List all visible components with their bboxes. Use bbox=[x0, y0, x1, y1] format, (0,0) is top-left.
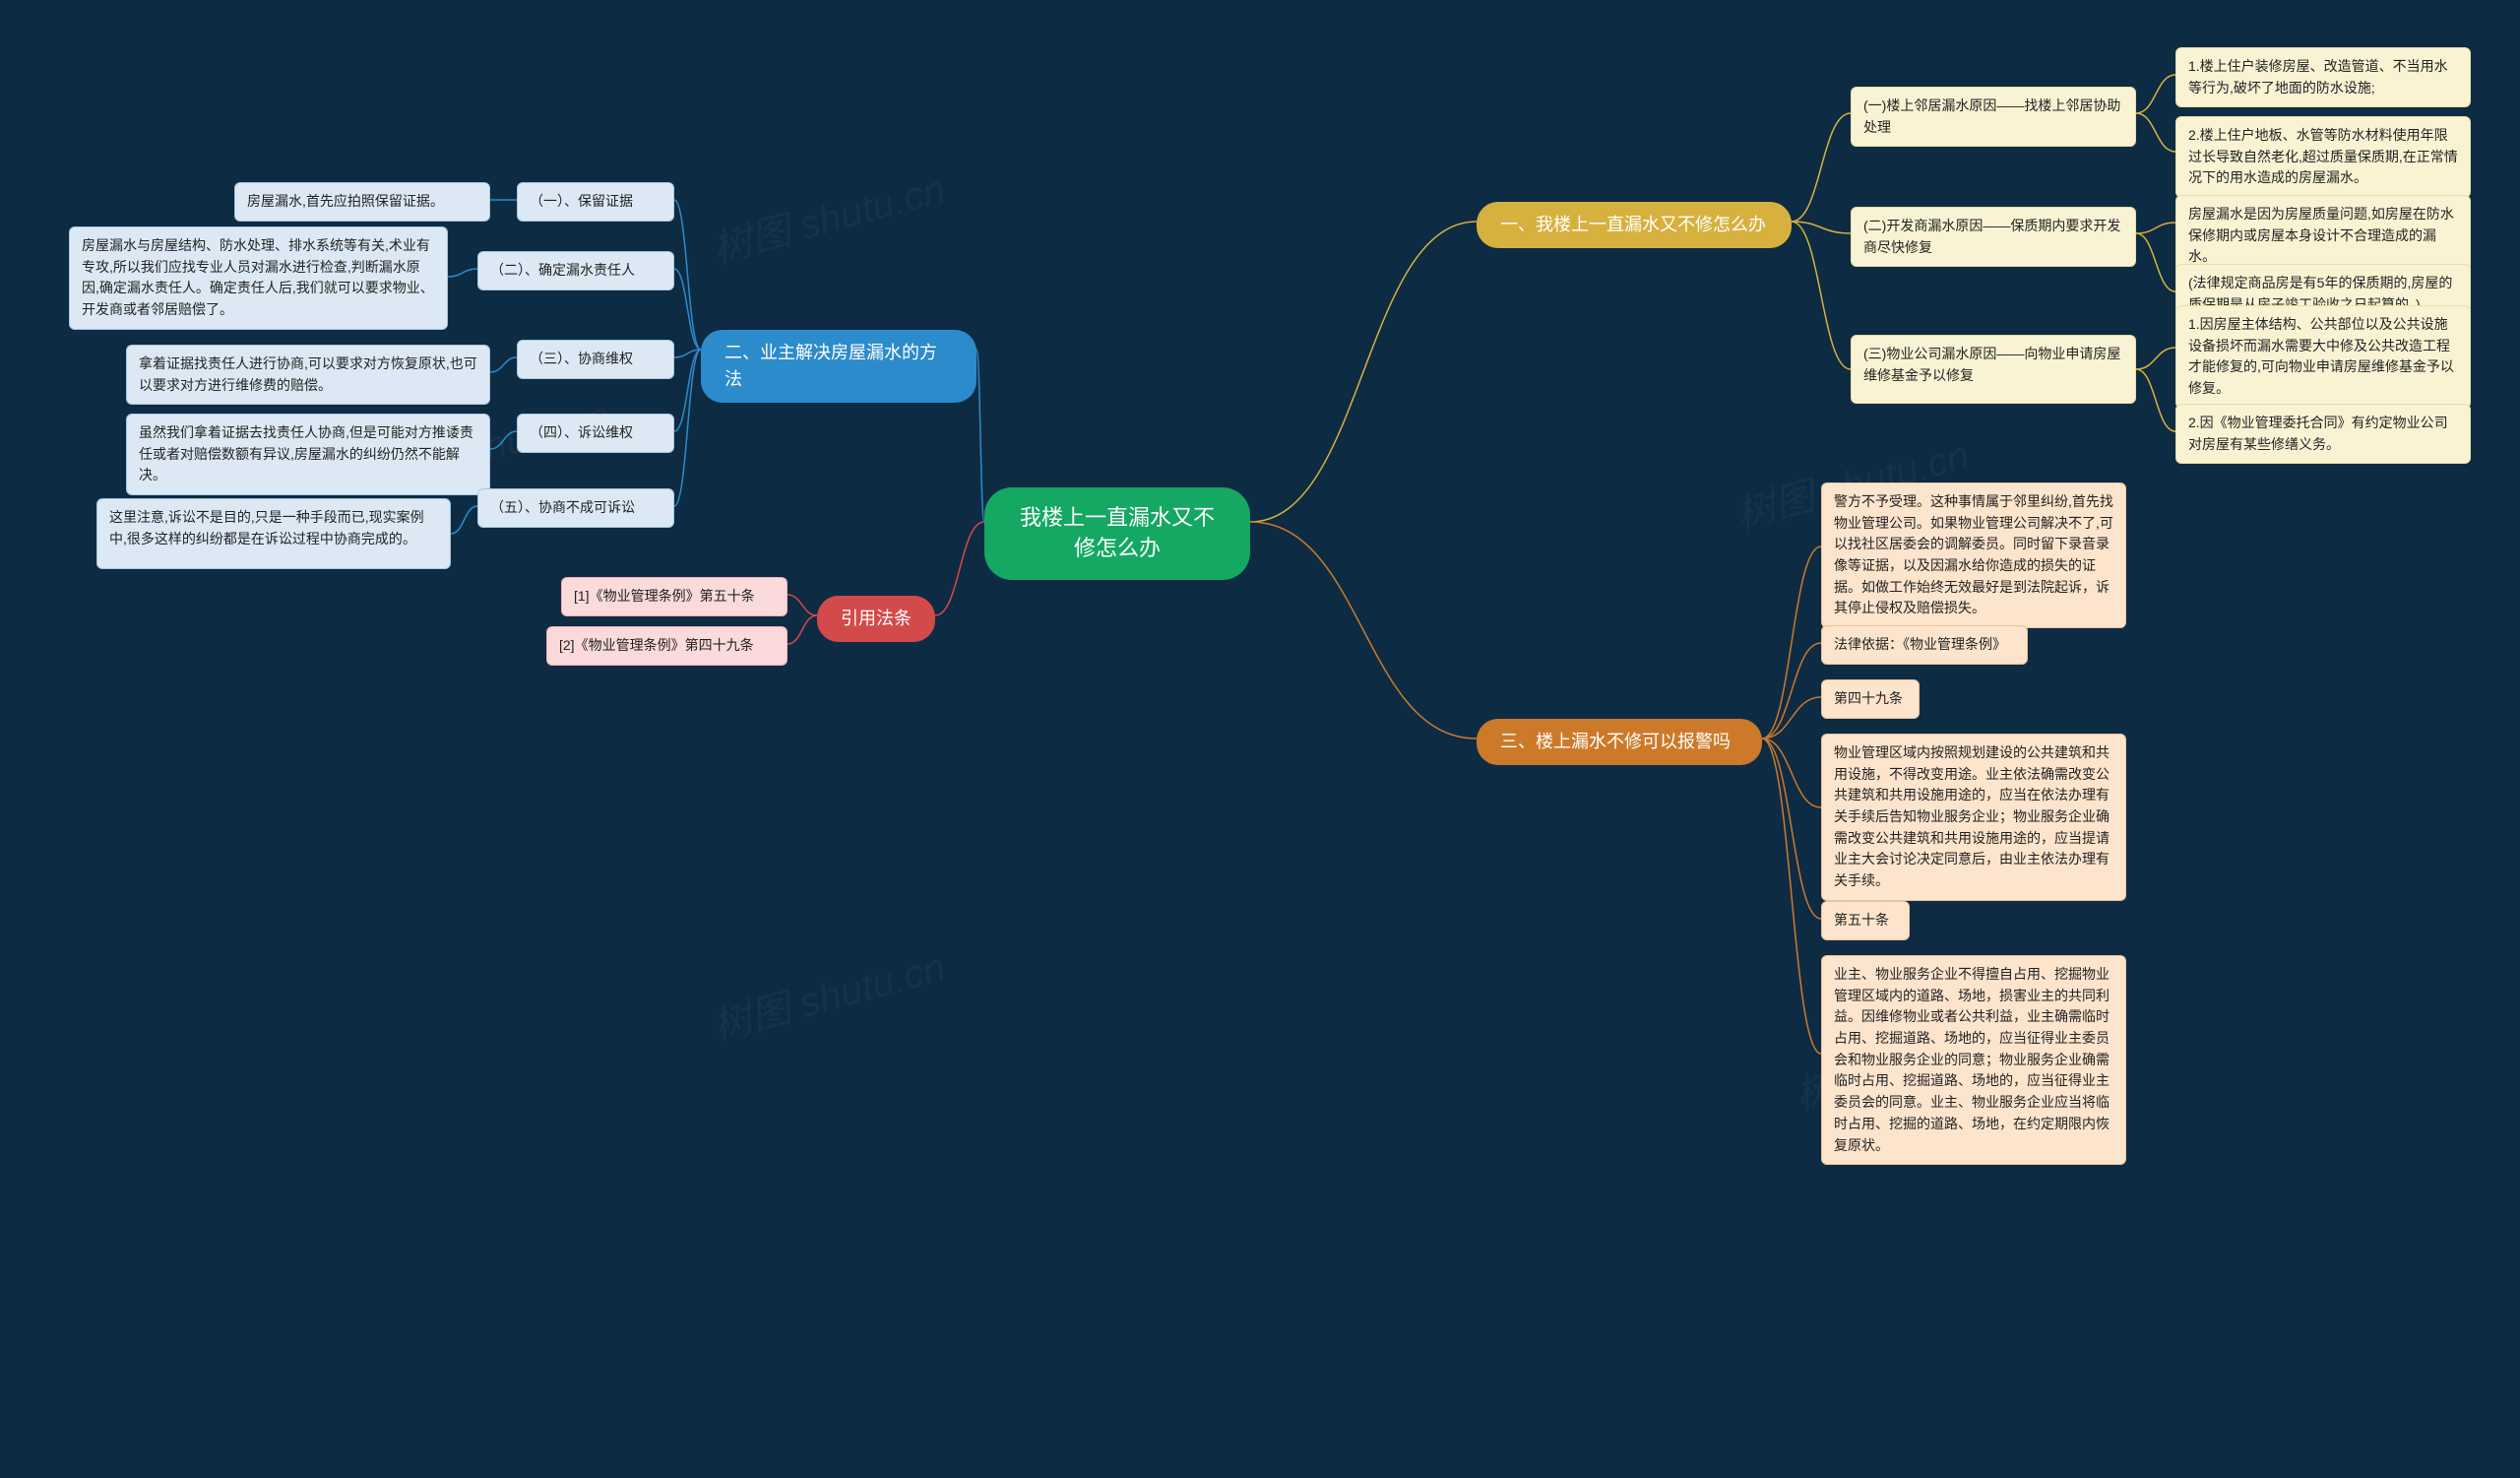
node-b3c6: 业主、物业服务企业不得擅自占用、挖掘物业管理区域内的道路、场地，损害业主的共同利… bbox=[1821, 955, 2126, 1165]
node-text: 这里注意,诉讼不是目的,只是一种手段而已,现实案例中,很多这样的纠纷都是在诉讼过… bbox=[109, 509, 424, 546]
node-b1c3b: 2.因《物业管理委托合同》有约定物业公司对房屋有某些修缮义务。 bbox=[2175, 404, 2471, 464]
root-node: 我楼上一直漏水又不修怎么办 bbox=[984, 487, 1250, 580]
node-text: 物业管理区域内按照规划建设的公共建筑和共用设施，不得改变用途。业主依法确需改变公… bbox=[1834, 744, 2110, 888]
node-text: 房屋漏水与房屋结构、防水处理、排水系统等有关,术业有专攻,所以我们应找专业人员对… bbox=[82, 237, 434, 317]
node-text: (二)开发商漏水原因——保质期内要求开发商尽快修复 bbox=[1863, 218, 2120, 255]
node-b3c1: 警方不予受理。这种事情属于邻里纠纷,首先找物业管理公司。如果物业管理公司解决不了… bbox=[1821, 482, 2126, 628]
node-b1c1: (一)楼上邻居漏水原因——找楼上邻居协助处理 bbox=[1851, 87, 2136, 147]
node-text: 法律依据：《物业管理条例》 bbox=[1834, 636, 2006, 652]
node-text: （二）、确定漏水责任人 bbox=[490, 262, 635, 278]
node-text: 虽然我们拿着证据去找责任人协商,但是可能对方推诿责任或者对赔偿数额有异议,房屋漏… bbox=[139, 424, 473, 482]
branch-label: 引用法条 bbox=[841, 609, 912, 628]
node-text: （一）、保留证据 bbox=[530, 193, 633, 209]
node-b2c3: （三）、协商维权 bbox=[517, 340, 674, 379]
branch-b4: 引用法条 bbox=[817, 596, 935, 642]
node-text: 1.楼上住户装修房屋、改造管道、不当用水等行为,破坏了地面的防水设施; bbox=[2188, 58, 2448, 96]
node-text: 拿着证据找责任人进行协商,可以要求对方恢复原状,也可以要求对方进行维修费的赔偿。 bbox=[139, 355, 477, 393]
node-b1c3a: 1.因房屋主体结构、公共部位以及公共设施设备损坏而漏水需要大中修及公共改造工程才… bbox=[2175, 305, 2471, 409]
node-b2c1: （一）、保留证据 bbox=[517, 182, 674, 222]
node-b1c3: (三)物业公司漏水原因——向物业申请房屋维修基金予以修复 bbox=[1851, 335, 2136, 404]
node-text: 房屋漏水,首先应拍照保留证据。 bbox=[247, 193, 444, 209]
node-b2c4a: 虽然我们拿着证据去找责任人协商,但是可能对方推诿责任或者对赔偿数额有异议,房屋漏… bbox=[126, 414, 490, 495]
branch-b1: 一、我楼上一直漏水又不修怎么办 bbox=[1477, 202, 1792, 248]
node-b4c1: [1]《物业管理条例》第五十条 bbox=[561, 577, 788, 616]
node-b2c2: （二）、确定漏水责任人 bbox=[477, 251, 674, 290]
node-text: (三)物业公司漏水原因——向物业申请房屋维修基金予以修复 bbox=[1863, 346, 2120, 383]
node-text: （四）、诉讼维权 bbox=[530, 424, 633, 440]
node-b1c2: (二)开发商漏水原因——保质期内要求开发商尽快修复 bbox=[1851, 207, 2136, 267]
node-b2c4: （四）、诉讼维权 bbox=[517, 414, 674, 453]
branch-label: 三、楼上漏水不修可以报警吗 bbox=[1500, 732, 1731, 751]
branch-label: 二、业主解决房屋漏水的方法 bbox=[724, 343, 937, 389]
branch-b3: 三、楼上漏水不修可以报警吗 bbox=[1477, 719, 1762, 765]
node-b1c1a: 1.楼上住户装修房屋、改造管道、不当用水等行为,破坏了地面的防水设施; bbox=[2175, 47, 2471, 107]
root-label: 我楼上一直漏水又不修怎么办 bbox=[1020, 505, 1215, 560]
node-text: （三）、协商维权 bbox=[530, 351, 633, 366]
node-b4c2: [2]《物业管理条例》第四十九条 bbox=[546, 626, 788, 666]
node-b3c4: 物业管理区域内按照规划建设的公共建筑和共用设施，不得改变用途。业主依法确需改变公… bbox=[1821, 734, 2126, 901]
node-text: [1]《物业管理条例》第五十条 bbox=[574, 588, 755, 604]
node-text: 第五十条 bbox=[1834, 912, 1889, 928]
node-b2c5a: 这里注意,诉讼不是目的,只是一种手段而已,现实案例中,很多这样的纠纷都是在诉讼过… bbox=[96, 498, 451, 569]
node-b3c2: 法律依据：《物业管理条例》 bbox=[1821, 625, 2028, 665]
node-b3c5: 第五十条 bbox=[1821, 901, 1910, 940]
node-b2c2a: 房屋漏水与房屋结构、防水处理、排水系统等有关,术业有专攻,所以我们应找专业人员对… bbox=[69, 226, 448, 330]
node-text: （五）、协商不成可诉讼 bbox=[490, 499, 635, 515]
node-b2c5: （五）、协商不成可诉讼 bbox=[477, 488, 674, 528]
node-b1c1b: 2.楼上住户地板、水管等防水材料使用年限过长导致自然老化,超过质量保质期,在正常… bbox=[2175, 116, 2471, 198]
node-b3c3: 第四十九条 bbox=[1821, 679, 1920, 719]
node-text: 警方不予受理。这种事情属于邻里纠纷,首先找物业管理公司。如果物业管理公司解决不了… bbox=[1834, 493, 2113, 615]
node-text: 房屋漏水是因为房屋质量问题,如房屋在防水保修期内或房屋本身设计不合理造成的漏水。 bbox=[2188, 206, 2454, 264]
node-text: 业主、物业服务企业不得擅自占用、挖掘物业管理区域内的道路、场地，损害业主的共同利… bbox=[1834, 966, 2110, 1153]
branch-b2: 二、业主解决房屋漏水的方法 bbox=[701, 330, 976, 403]
node-b2c3a: 拿着证据找责任人进行协商,可以要求对方恢复原状,也可以要求对方进行维修费的赔偿。 bbox=[126, 345, 490, 405]
node-layer: 我楼上一直漏水又不修怎么办 一、我楼上一直漏水又不修怎么办 (一)楼上邻居漏水原因—… bbox=[0, 0, 2520, 1478]
node-text: (一)楼上邻居漏水原因——找楼上邻居协助处理 bbox=[1863, 97, 2120, 135]
node-text: [2]《物业管理条例》第四十九条 bbox=[559, 637, 754, 653]
node-b2c1a: 房屋漏水,首先应拍照保留证据。 bbox=[234, 182, 490, 222]
node-text: 2.因《物业管理委托合同》有约定物业公司对房屋有某些修缮义务。 bbox=[2188, 415, 2448, 452]
node-text: 2.楼上住户地板、水管等防水材料使用年限过长导致自然老化,超过质量保质期,在正常… bbox=[2188, 127, 2458, 185]
node-text: 第四十九条 bbox=[1834, 690, 1903, 706]
node-text: 1.因房屋主体结构、公共部位以及公共设施设备损坏而漏水需要大中修及公共改造工程才… bbox=[2188, 316, 2454, 396]
branch-label: 一、我楼上一直漏水又不修怎么办 bbox=[1500, 215, 1766, 234]
